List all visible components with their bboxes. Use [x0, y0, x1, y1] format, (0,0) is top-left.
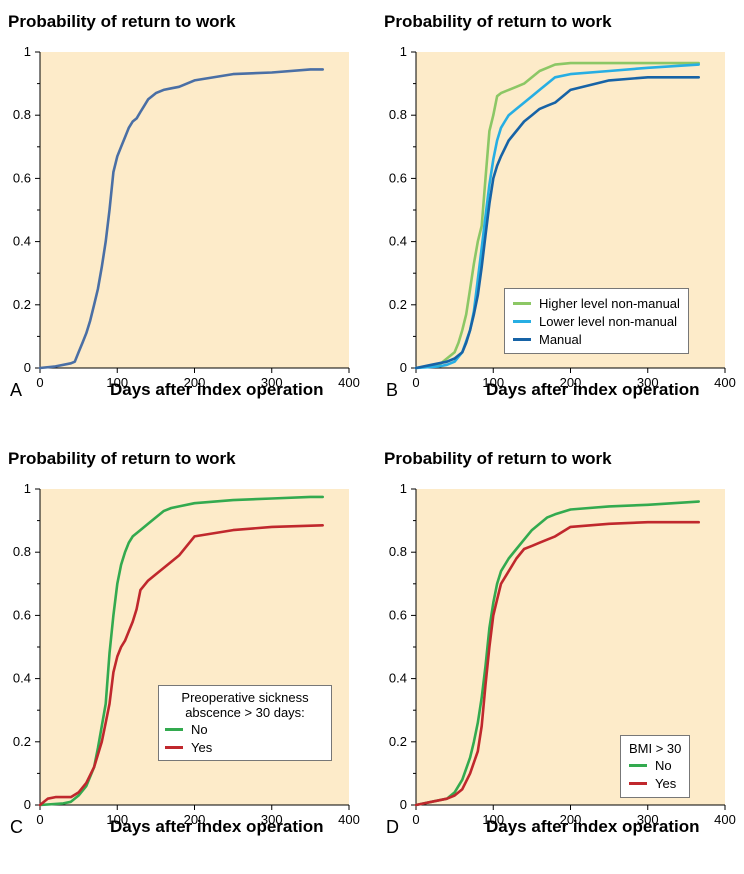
y-tick-label: 1	[400, 44, 407, 59]
y-tick-label: 0.4	[389, 671, 407, 686]
legend-item: No	[629, 756, 681, 774]
legend-item: Manual	[513, 330, 680, 348]
legend: Preoperative sickness abscence > 30 days…	[158, 685, 332, 761]
chart-title: Probability of return to work	[384, 449, 612, 468]
x-tick-label: 0	[412, 375, 419, 390]
y-tick-label: 0.2	[389, 297, 407, 312]
y-tick-label: 1	[24, 481, 31, 496]
x-tick-label: 0	[36, 812, 43, 827]
series-line	[414, 61, 701, 370]
x-axis-label: Days after index operation	[486, 380, 700, 399]
y-tick-label: 0.8	[13, 107, 31, 122]
chart-panel-c: Probability of return to work 0 0.2 0.4 0.6…	[0, 437, 372, 874]
chart-title: Probability of return to work	[384, 12, 612, 31]
chart-title: Probability of return to work	[8, 449, 236, 468]
legend-label: No	[655, 757, 672, 773]
plot-svg: 0 0.2 0.4 0.6 0.8 1 0 100 200 300 400	[13, 44, 360, 390]
x-tick-label: 300	[261, 375, 283, 390]
series-line	[414, 520, 701, 807]
x-tick-label: 300	[637, 375, 659, 390]
legend-label: Lower level non-manual	[539, 313, 678, 329]
x-tick-label: 300	[261, 812, 283, 827]
x-tick-label: 200	[560, 375, 582, 390]
y-tick-label: 0.4	[13, 234, 31, 249]
series-line	[38, 524, 325, 807]
panel-letter: D	[386, 817, 399, 837]
x-tick-label: 100	[482, 375, 504, 390]
x-tick-label: 0	[412, 812, 419, 827]
x-tick-label: 0	[36, 375, 43, 390]
y-tick-label: 0.2	[389, 734, 407, 749]
chart-panel-b: Probability of return to work 0 0.2 0.4 0.6…	[376, 0, 744, 437]
x-tick-label: 400	[714, 375, 736, 390]
legend-label: Yes	[191, 739, 213, 755]
x-tick-label: 200	[184, 812, 206, 827]
chart-title: Probability of return to work	[8, 12, 236, 31]
y-tick-label: 0.4	[13, 671, 31, 686]
legend-label: No	[191, 721, 208, 737]
plot-svg: 0 0.2 0.4 0.6 0.8 1 0 100 200 300 400	[13, 481, 360, 827]
y-tick-label: 1	[24, 44, 31, 59]
legend-swatch	[513, 337, 531, 341]
panel-letter: B	[386, 380, 399, 400]
y-tick-label: 0	[24, 797, 31, 812]
legend-swatch	[165, 727, 183, 731]
legend: Higher level non-manual Lower level non-…	[504, 288, 689, 354]
y-tick-label: 0.2	[13, 734, 31, 749]
x-tick-label: 200	[184, 375, 206, 390]
y-tick-label: 0.8	[13, 544, 31, 559]
legend-label: Yes	[655, 775, 677, 791]
legend-label: Higher level non-manual	[539, 295, 680, 311]
y-tick-label: 1	[400, 481, 407, 496]
legend-swatch	[629, 781, 647, 785]
y-tick-label: 0.8	[389, 107, 407, 122]
x-tick-label: 400	[338, 375, 360, 390]
legend-item: Lower level non-manual	[513, 312, 680, 330]
y-tick-label: 0	[400, 797, 407, 812]
panel-letter: C	[10, 817, 23, 837]
x-tick-label: 400	[338, 812, 360, 827]
y-tick-label: 0.6	[13, 170, 31, 185]
panel-letter: A	[10, 380, 23, 400]
legend-swatch	[629, 763, 647, 767]
legend-item: No	[165, 720, 325, 738]
legend: BMI > 30 No Yes	[620, 735, 691, 798]
y-tick-label: 0.8	[389, 544, 407, 559]
legend-item: Higher level non-manual	[513, 294, 680, 312]
y-tick-label: 0.6	[389, 170, 407, 185]
x-tick-label: 100	[106, 375, 128, 390]
legend-title: BMI > 30	[629, 741, 682, 756]
series-line	[414, 76, 701, 370]
legend-item: Yes	[629, 774, 681, 792]
series-line	[414, 500, 701, 807]
x-tick-label: 300	[637, 812, 659, 827]
x-tick-label: 100	[106, 812, 128, 827]
legend-swatch	[513, 319, 531, 323]
plot-area	[40, 52, 349, 368]
x-axis-label: Days after index operation	[110, 817, 324, 836]
x-tick-label: 400	[714, 812, 736, 827]
y-tick-label: 0.2	[13, 297, 31, 312]
legend-swatch	[165, 745, 183, 749]
x-tick-label: 200	[560, 812, 582, 827]
series-line	[38, 68, 325, 370]
y-tick-label: 0.4	[389, 234, 407, 249]
plot-svg: 0 0.2 0.4 0.6 0.8 1 0 100 200 300 400	[389, 44, 736, 390]
legend-label: Manual	[539, 331, 582, 347]
legend-swatch	[513, 301, 531, 305]
chart-panel-a: Probability of return to work 0 0.2 0.4 0.6…	[0, 0, 372, 437]
legend-title: Preoperative sickness abscence > 30 days…	[181, 690, 309, 720]
y-tick-label: 0.6	[389, 607, 407, 622]
legend-item: Yes	[165, 738, 325, 756]
chart-panel-d: Probability of return to work 0 0.2 0.4 0.6…	[376, 437, 744, 874]
plot-svg: 0 0.2 0.4 0.6 0.8 1 0 100 200 300 400	[389, 481, 736, 827]
y-tick-label: 0	[400, 360, 407, 375]
x-axis-label: Days after index operation	[486, 817, 700, 836]
y-tick-label: 0.6	[13, 607, 31, 622]
x-tick-label: 100	[482, 812, 504, 827]
y-tick-label: 0	[24, 360, 31, 375]
x-axis-label: Days after index operation	[110, 380, 324, 399]
